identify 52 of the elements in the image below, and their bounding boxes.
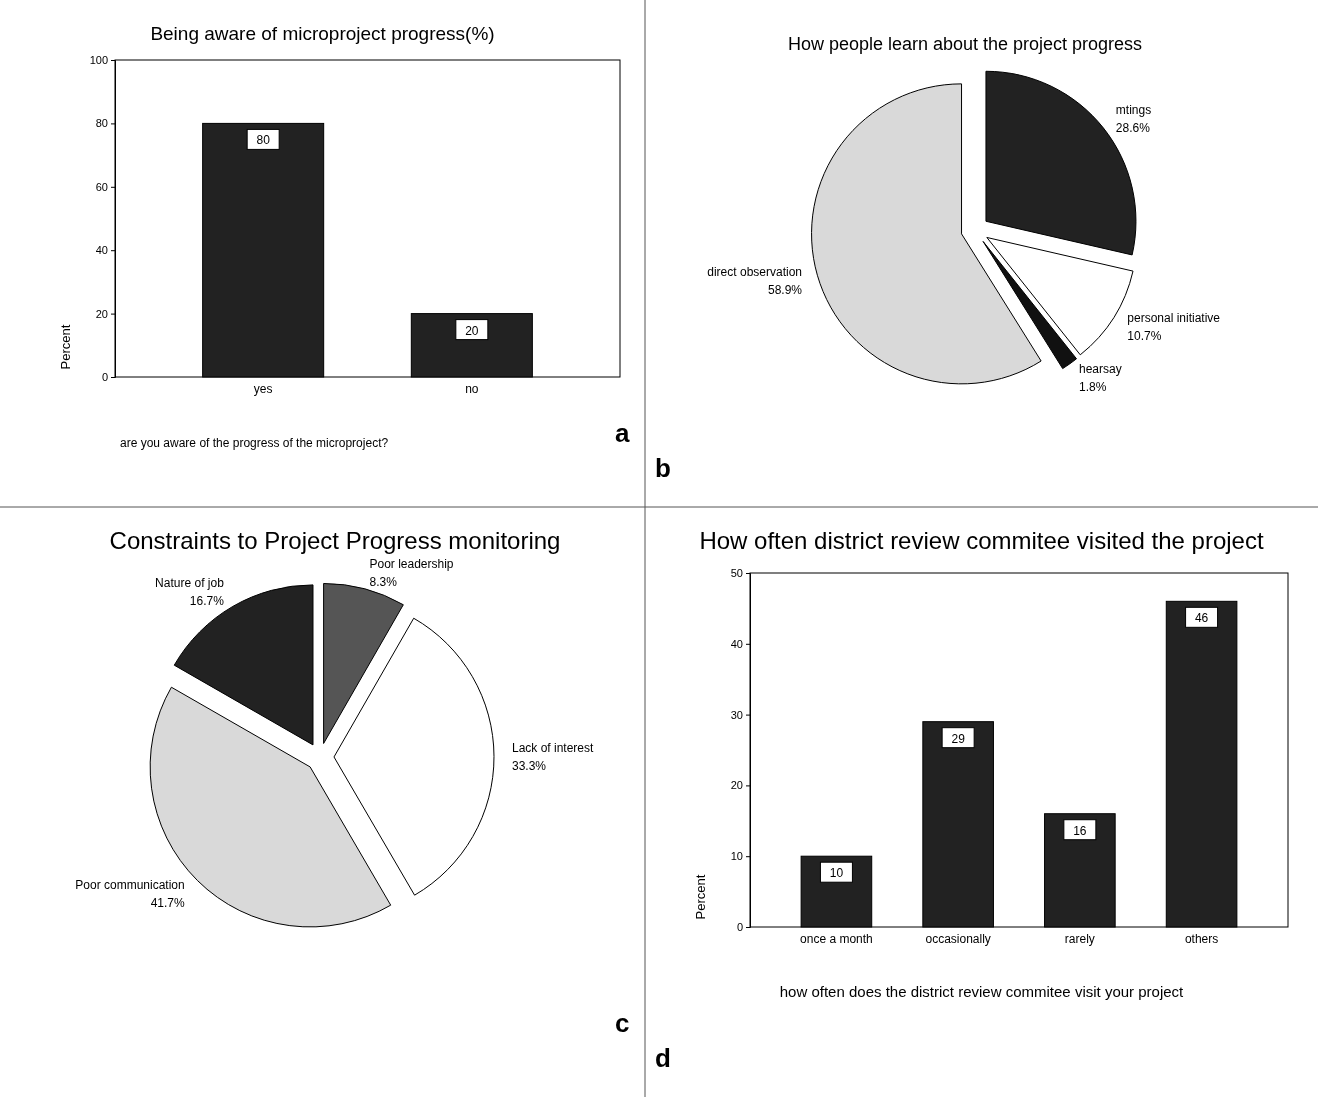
x-tick-label: others (1184, 932, 1219, 947)
data-label: 58.9% (767, 282, 803, 297)
text: b (655, 453, 671, 483)
chart-title: Constraints to Project Progress monitoring (109, 527, 561, 554)
y-axis-title: Percent (693, 874, 708, 920)
chart-title: How often district review commitee visited the project (699, 527, 1264, 554)
text: c (615, 1008, 630, 1038)
y-tick-label: 80 (95, 117, 108, 130)
y-axis-title: Percent (58, 324, 73, 370)
data-label: 1.8% (1078, 379, 1107, 394)
x-axis-title: are you aware of the progress of the microproject? (120, 436, 389, 450)
data-label: 28.6% (1115, 120, 1151, 135)
data-label: 16.7% (189, 593, 225, 608)
x-tick-label: no (465, 382, 479, 397)
y-tick-label: 40 (730, 637, 743, 650)
data-label: 16 (1073, 823, 1087, 838)
data-label: 10 (829, 866, 844, 881)
chart-title: How people learn about the project progress (787, 34, 1143, 54)
y-tick-label: 60 (95, 180, 108, 193)
x-tick-label: once a month (800, 932, 873, 947)
slice-label: hearsay (1078, 361, 1122, 376)
y-tick-label: 10 (730, 850, 743, 863)
y-tick-label: 0 (736, 921, 743, 934)
data-label: 29 (951, 731, 966, 746)
data-label: 20 (465, 323, 479, 338)
chart-title: Being aware of microproject progress(%) (150, 23, 495, 44)
x-tick-label: occasionally (925, 932, 991, 947)
slice-label: mtings (1115, 102, 1152, 117)
y-tick-label: 50 (730, 567, 743, 580)
y-tick-label: 40 (95, 244, 108, 257)
slice-label: direct observation (707, 264, 802, 279)
data-label: 41.7% (150, 896, 185, 911)
slice-label: Poor communication (75, 878, 185, 893)
y-tick-label: 0 (101, 371, 108, 384)
y-tick-label: 100 (89, 54, 108, 67)
slice-label: personal initiative (1127, 310, 1221, 325)
x-tick-label: yes (253, 382, 273, 397)
slice-label: Nature of job (155, 575, 225, 590)
data-label: 8.3% (369, 574, 398, 589)
data-label: 46 (1194, 611, 1209, 626)
text: a (615, 418, 630, 448)
x-tick-label: rarely (1064, 932, 1095, 947)
data-label: 10.7% (1127, 328, 1162, 343)
x-axis-title: how often does the district review commitee visit your project (779, 983, 1185, 1000)
y-tick-label: 20 (730, 779, 743, 792)
slice-label: Poor leadership (369, 556, 454, 571)
data-label: 80 (256, 133, 271, 148)
y-tick-label: 20 (95, 307, 108, 320)
text: d (655, 1043, 671, 1073)
data-label: 33.3% (512, 759, 547, 774)
y-tick-label: 30 (730, 708, 743, 721)
slice-label: Lack of interest (512, 741, 595, 756)
